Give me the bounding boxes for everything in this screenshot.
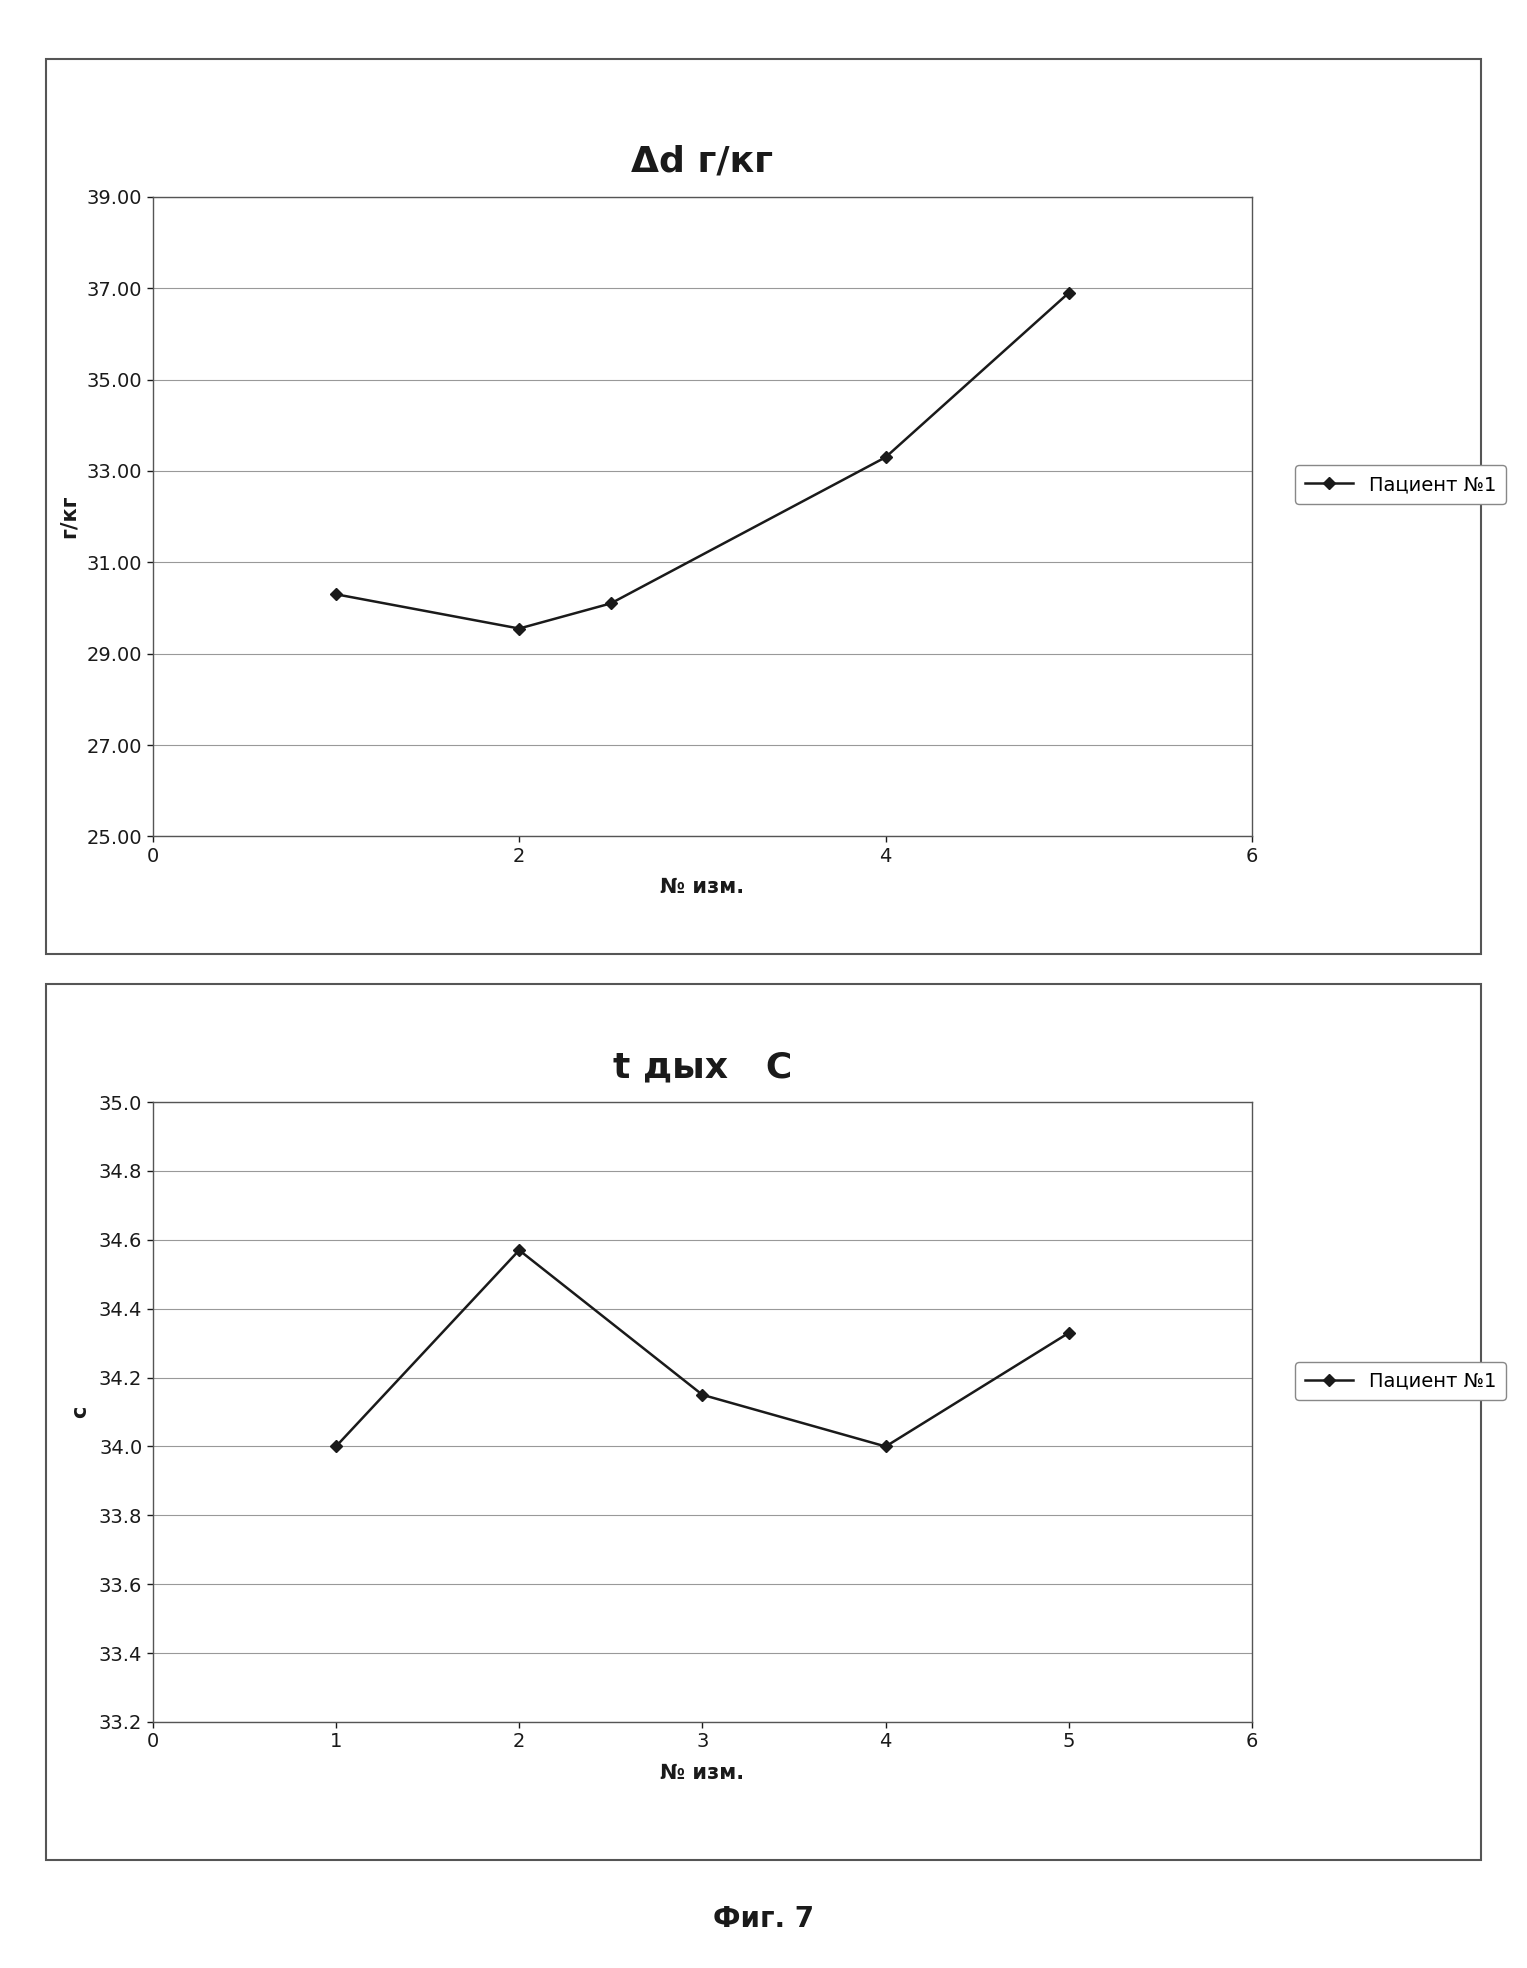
Y-axis label: г/кг: г/кг	[58, 494, 78, 539]
Title: Δd г/кг: Δd г/кг	[632, 146, 773, 179]
Title: t дых   С: t дых С	[612, 1051, 793, 1084]
Y-axis label: с: с	[70, 1405, 90, 1419]
Legend: Пациент №1: Пациент №1	[1295, 464, 1506, 504]
Legend: Пациент №1: Пациент №1	[1295, 1362, 1506, 1401]
Text: Фиг. 7: Фиг. 7	[713, 1905, 814, 1933]
X-axis label: № изм.: № изм.	[660, 1763, 745, 1783]
X-axis label: № изм.: № изм.	[660, 878, 745, 897]
